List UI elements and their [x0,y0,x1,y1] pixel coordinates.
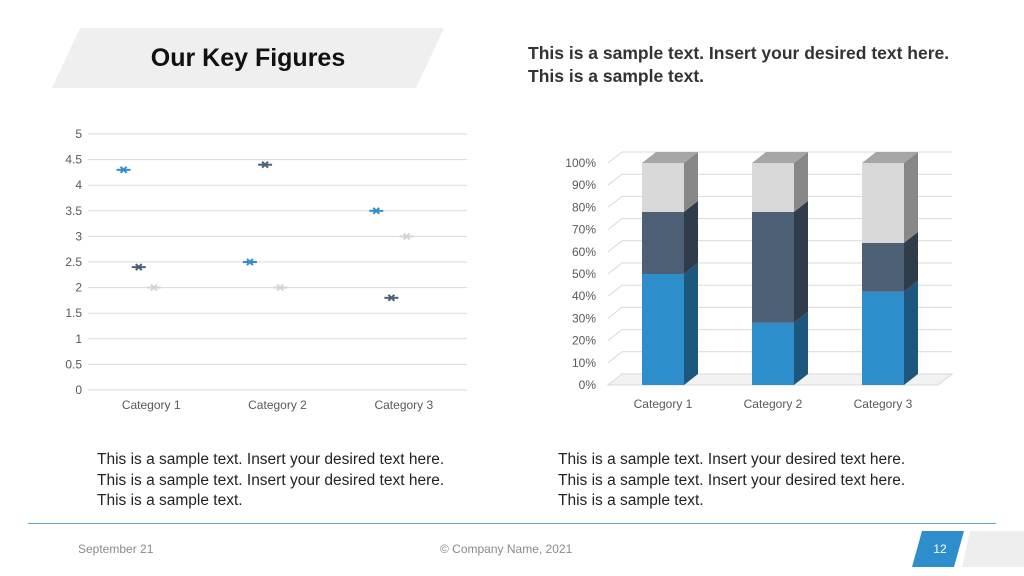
bar-segment [752,200,808,323]
scatter-ytick-label: 3.5 [65,204,82,218]
scatter-ytick-label: 4.5 [65,153,82,167]
bar-ytick-label: 50% [572,267,596,281]
scatter-point [399,232,414,241]
bar-gridline [607,306,952,319]
footer-date: September 21 [78,542,154,556]
bar-ytick-label: 0% [579,378,597,392]
bar-segment [752,152,808,212]
title-banner-shape [52,28,444,88]
bar-segment [862,231,918,292]
footer-company: © Company Name, 2021 [440,542,573,556]
scatter-point [146,283,161,292]
bar-ytick-label: 10% [572,356,596,370]
stacked-bar-chart: 0% 10% 20% 30% 40% 50% 60% 70% 80% 90% 100% Categor… [565,151,954,411]
scatter-point [242,258,257,266]
scatter-ytick-label: 5 [75,127,82,141]
bar-category-label: Category 2 [744,397,803,411]
bar-ytick-label: 80% [572,200,596,214]
bar-gridline [607,351,952,364]
bar-gridline [607,262,952,275]
scatter-point [384,294,399,302]
bar-gridline [607,151,952,164]
bar-column [752,152,808,385]
page-number-shape [912,531,1024,567]
bar-ytick-label: 60% [572,245,596,259]
scatter-point [131,263,146,271]
bar-gridline [607,218,952,230]
bar-ytick-label: 100% [565,156,596,170]
bar-column [862,152,918,385]
bar-category-label: Category 3 [854,397,913,411]
title-banner: Our Key Figures [52,28,444,88]
scatter-point [258,161,273,169]
scatter-ytick-label: 0.5 [65,357,82,371]
body-text-right: This is a sample text. Insert your desir… [558,451,906,509]
bar-category-label: Category 1 [634,397,693,411]
footer-divider [28,523,996,524]
scatter-ytick-label: 1 [75,332,82,346]
bar-gridline [607,195,952,208]
scatter-point [273,283,288,292]
scatter-ytick-label: 0 [75,383,82,397]
scatter-category-label: Category 3 [374,398,433,412]
scatter-point [369,207,384,215]
bar-ytick-label: 20% [572,334,596,348]
bar-ytick-label: 90% [572,178,596,192]
bar-segment [642,200,698,274]
scatter-ytick-label: 2 [75,281,82,295]
scatter-ytick-label: 4 [75,178,82,192]
bar-gridline [607,240,952,253]
page-number-badge: 12 [910,531,1024,567]
bar-gridline [607,329,952,341]
bar-segment [862,152,918,243]
bar-ytick-label: 30% [572,311,596,325]
body-text-left: This is a sample text. Insert your desir… [97,451,445,509]
scatter-ytick-label: 2.5 [65,255,82,269]
bar-segment [752,311,808,385]
bar-ytick-label: 70% [572,223,596,237]
bar-ytick-label: 40% [572,289,596,303]
page-title: Our Key Figures [150,44,346,72]
scatter-category-label: Category 1 [122,398,181,412]
headline-text: This is a sample text. Insert your desir… [528,43,950,86]
scatter-ytick-label: 1.5 [65,306,82,320]
bar-gridline [607,173,952,186]
bar-segment [642,152,698,212]
bar-segment [642,263,698,385]
scatter-chart: 0 0.5 1 1.5 2 2.5 3 3.5 4 4.5 5 Category 1 Category … [65,127,467,412]
scatter-point [116,166,131,174]
bar-gridline [607,284,952,297]
scatter-category-label: Category 2 [248,398,307,412]
bar-column [642,152,698,385]
bar-segment [862,280,918,385]
page-number: 12 [933,542,947,556]
scatter-ytick-label: 3 [75,229,82,243]
